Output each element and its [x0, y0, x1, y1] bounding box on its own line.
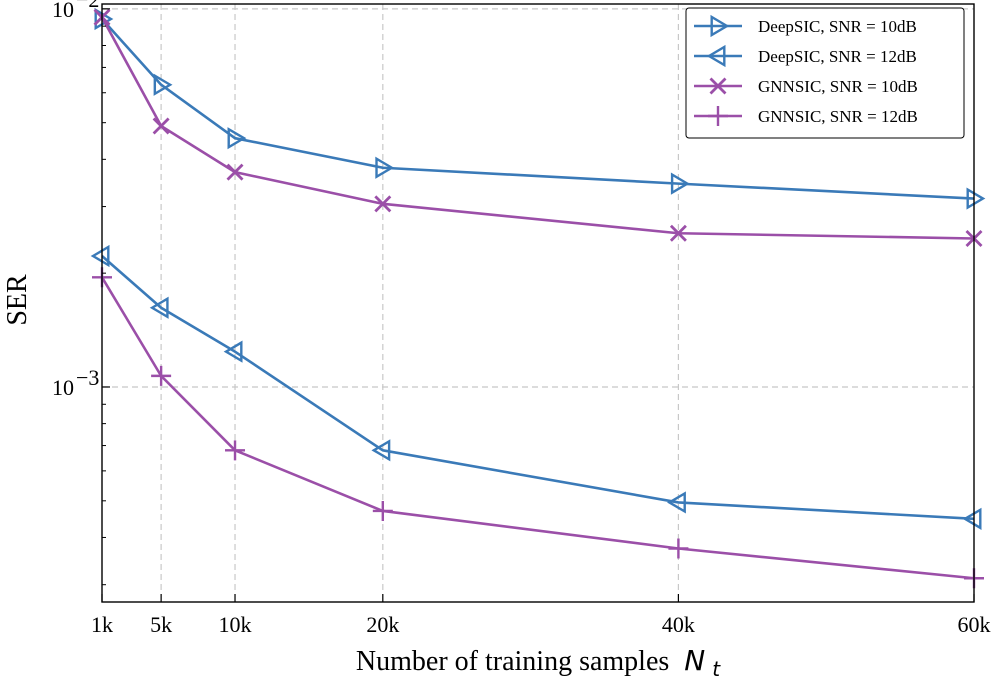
- legend-marker: [710, 14, 730, 38]
- data-point: [227, 127, 247, 150]
- data-point: [225, 440, 246, 461]
- y-tick-base: 10: [52, 0, 74, 22]
- y-tick-exponent: −2: [76, 0, 99, 12]
- series-line: [100, 16, 975, 240]
- x-tick-label: 60k: [958, 612, 991, 637]
- data-point: [226, 163, 244, 181]
- x-tick-label: 5k: [150, 612, 172, 637]
- grid-layer: [102, 4, 974, 602]
- legend-box: [685, 7, 965, 139]
- legend-marker: [708, 106, 728, 126]
- data-point: [670, 172, 690, 195]
- legend: DeepSIC, SNR = 10dB DeepSIC, SNR = 12dB GN…: [685, 7, 965, 139]
- data-point: [669, 224, 687, 242]
- data-point: [374, 195, 392, 213]
- data-point: [152, 117, 170, 135]
- plot-frame: [101, 3, 975, 603]
- y-tick-exponent: −3: [76, 365, 99, 390]
- data-point: [372, 500, 393, 521]
- x-axis-label-subscript: t: [712, 657, 721, 679]
- series-1: [90, 244, 982, 530]
- data-point: [153, 73, 173, 96]
- x-axis-label: Number of training samples N t: [356, 644, 721, 679]
- x-tick-label: 40k: [662, 612, 695, 637]
- data-point: [962, 507, 982, 530]
- series-line: [101, 18, 975, 200]
- data-point: [223, 340, 243, 363]
- x-tick-label: 10k: [219, 612, 252, 637]
- series-line: [101, 255, 975, 521]
- data-point: [375, 156, 395, 179]
- y-tick-label: 10: [52, 375, 74, 400]
- legend-marker: [709, 77, 727, 95]
- legend-label: DeepSIC, SNR = 10dB: [758, 17, 917, 36]
- data-point: [667, 491, 686, 514]
- legend-label: GNNSIC, SNR = 12dB: [758, 107, 918, 126]
- series-3: [92, 267, 984, 589]
- x-axis-label-text: Number of training samples: [356, 646, 669, 677]
- data-point: [151, 365, 172, 386]
- data-point: [966, 187, 986, 210]
- series-layer: [90, 7, 986, 589]
- series-2: [93, 8, 983, 247]
- data-point: [149, 296, 169, 319]
- y-tick-label: 10: [52, 0, 74, 22]
- series-0: [94, 7, 986, 210]
- series-line: [100, 276, 975, 580]
- data-point: [90, 244, 110, 268]
- x-axis-label-symbol: N: [684, 644, 705, 677]
- y-tick-base: 10: [52, 375, 74, 400]
- legend-label: GNNSIC, SNR = 10dB: [758, 77, 918, 96]
- data-point: [668, 538, 689, 559]
- legend-label: DeepSIC, SNR = 12dB: [758, 47, 917, 66]
- data-point: [371, 439, 391, 462]
- legend-marker: [706, 44, 726, 68]
- x-tick-label: 20k: [366, 612, 399, 637]
- y-axis-label: SER: [2, 274, 33, 326]
- x-tick-label: 1k: [91, 612, 113, 637]
